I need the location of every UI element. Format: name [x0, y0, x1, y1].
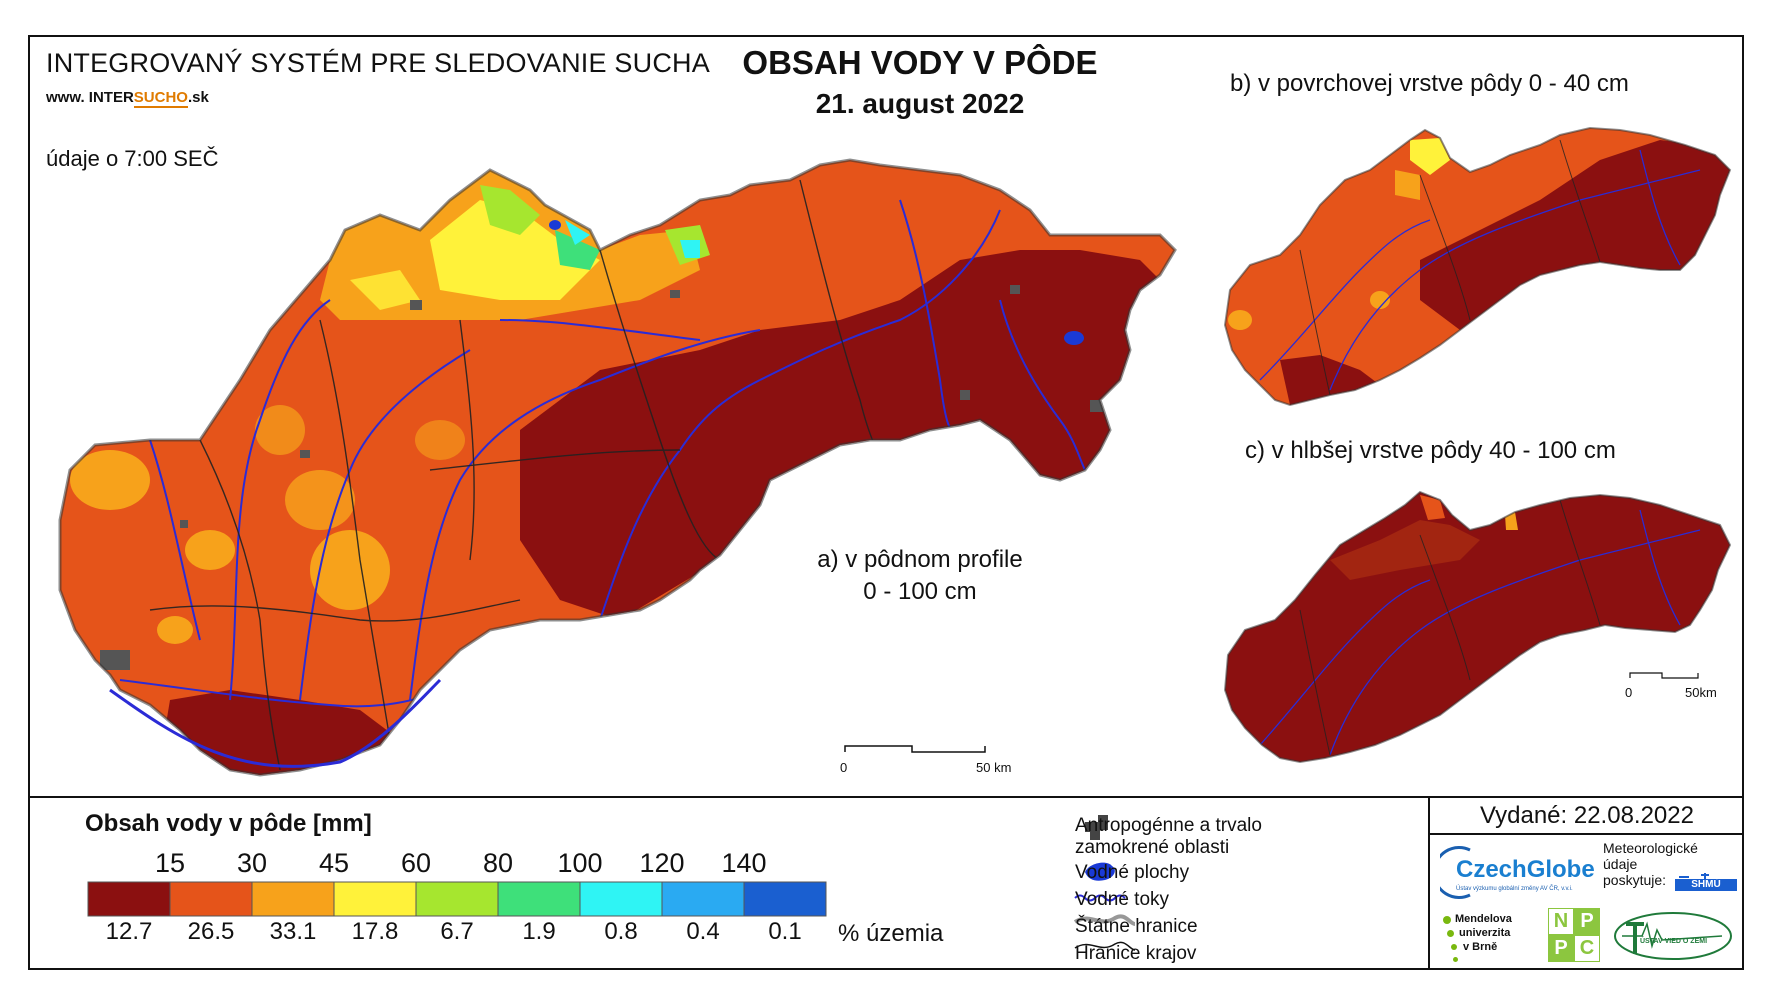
map-b-label: b) v povrchovej vrstve pôdy 0 - 40 cm: [1230, 70, 1629, 97]
website-prefix: www.: [46, 89, 85, 106]
region-border-label: Hranice krajov: [1075, 943, 1197, 964]
map-c-label: c) v hlbšej vrstve pôdy 40 - 100 cm: [1245, 437, 1616, 464]
legend-threshold-label: 100: [557, 848, 603, 878]
legend-percentage-label: 0.4: [686, 918, 720, 945]
legend-percentage-label: 6.7: [440, 918, 474, 945]
uvoz-logo: ÚSTAV VIED O ZEMI: [1612, 910, 1734, 962]
meteo-provider-label: Meteorologické údaje poskytuje:: [1603, 840, 1698, 888]
nppc-letter: P: [1548, 935, 1574, 962]
legend-threshold-label: 15: [154, 848, 186, 878]
issued-separator: [1430, 833, 1744, 835]
map-a-soil-profile: [60, 160, 1175, 775]
anthropogenic-label: Antropogénne a trvalo zamokrené oblasti: [1075, 815, 1262, 858]
map-c-deep-layer: [1225, 492, 1730, 762]
legend-title: Obsah vody v pôde [mm]: [85, 810, 372, 837]
scale-bar-c: [1629, 672, 1699, 679]
percent-unit: % územia: [838, 920, 944, 947]
legend-threshold-label: 120: [639, 848, 685, 878]
map-b-surface-layer: [1225, 128, 1730, 405]
shmu-logo: SHMÚ: [1675, 873, 1737, 895]
issued-date: Vydané: 22.08.2022: [1480, 802, 1694, 829]
scale-a-end: 50 km: [976, 760, 1012, 775]
website-part-c: .sk: [187, 89, 209, 106]
legend-threshold-label: 140: [721, 848, 767, 878]
legend-percentage-label: 33.1: [269, 918, 317, 945]
czechglobe-logo: CzechGlobe Ústav výzkumu globální změny …: [1432, 840, 1610, 905]
nppc-letter: N: [1548, 908, 1574, 935]
scale-c-end: 50km: [1685, 685, 1717, 700]
nppc-letter: C: [1574, 935, 1600, 962]
water-bodies-label: Vodné plochy: [1075, 862, 1190, 883]
legend-threshold-label: 45: [318, 848, 350, 878]
legend-threshold-label: 80: [482, 848, 514, 878]
legend-percentage-label: 0.1: [768, 918, 802, 945]
website-part-b: SUCHO: [133, 89, 188, 108]
data-time: údaje o 7:00 SEČ: [46, 146, 219, 171]
streams-label: Vodné toky: [1075, 889, 1170, 910]
legend-percentage-label: 26.5: [187, 918, 235, 945]
scale-bar-a: [844, 745, 986, 753]
website-part-a: INTER: [88, 89, 134, 106]
legend-threshold-label: 60: [400, 848, 432, 878]
footer-separator: [1428, 796, 1430, 970]
legend-percentage-label: 0.8: [604, 918, 638, 945]
map-date: 21. august 2022: [815, 88, 1025, 119]
system-title: INTEGROVANÝ SYSTÉM PRE SLEDOVANIE SUCHA: [46, 48, 710, 78]
website-link[interactable]: www. INTERSUCHO.sk: [46, 89, 209, 108]
map-title: OBSAH VODY V PÔDE: [742, 44, 1098, 81]
legend-percentage-label: 12.7: [105, 918, 153, 945]
scale-a-start: 0: [840, 760, 848, 775]
map-a-label-line2: 0 - 100 cm: [863, 578, 977, 605]
legend-percentage-label: 17.8: [351, 918, 399, 945]
state-border-label: Štátne hranice: [1075, 916, 1198, 937]
legend-threshold-label: 30: [236, 848, 268, 878]
nppc-letter: P: [1574, 908, 1600, 935]
legend-percentage-label: 1.9: [522, 918, 556, 945]
legend-separator: [28, 796, 1744, 798]
scale-c-start: 0: [1625, 685, 1633, 700]
map-a-label: a) v pôdnom profile 0 - 100 cm: [770, 544, 1070, 608]
map-a-label-line1: a) v pôdnom profile: [817, 546, 1023, 573]
mendel-logo: Mendelova univerzita v Brně: [1443, 912, 1512, 962]
